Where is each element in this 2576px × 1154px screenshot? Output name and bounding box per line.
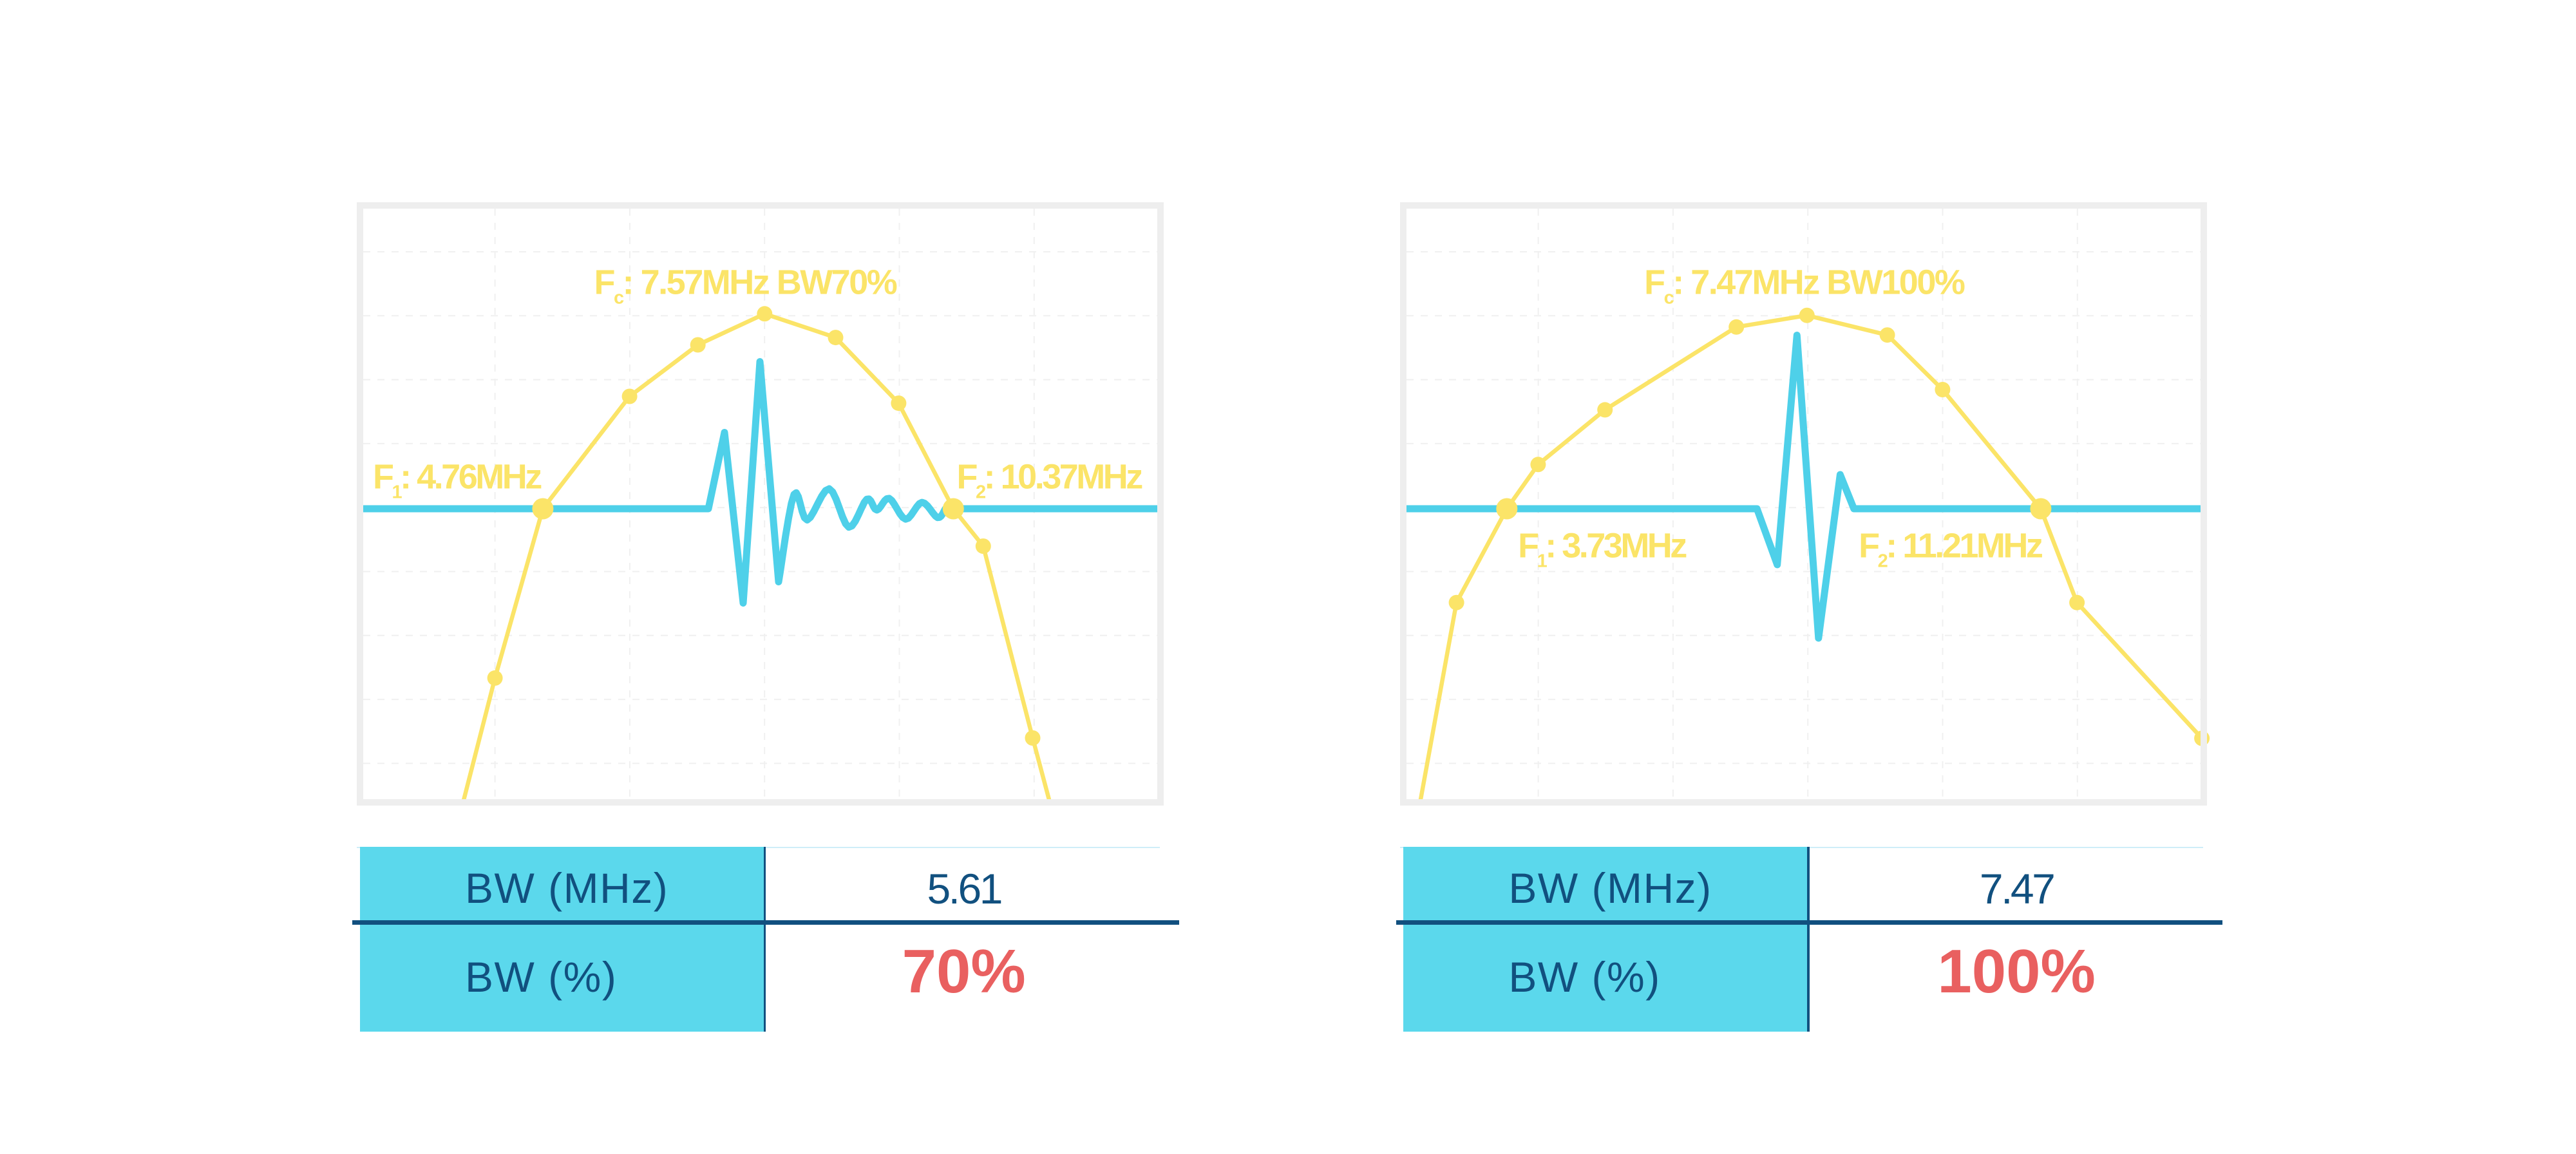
svg-text:F1: 3.73MHz: F1: 3.73MHz: [1518, 526, 1687, 571]
svg-text:Fc: 7.57MHz BW70%: Fc: 7.57MHz BW70%: [594, 263, 897, 308]
svg-text:Fc: 7.47MHz BW100%: Fc: 7.47MHz BW100%: [1644, 263, 1965, 308]
svg-text:F2: 11.21MHz: F2: 11.21MHz: [1859, 526, 2043, 571]
svg-text:F2: 10.37MHz: F2: 10.37MHz: [957, 457, 1143, 502]
svg-text:F1: 4.76MHz: F1: 4.76MHz: [373, 457, 542, 502]
